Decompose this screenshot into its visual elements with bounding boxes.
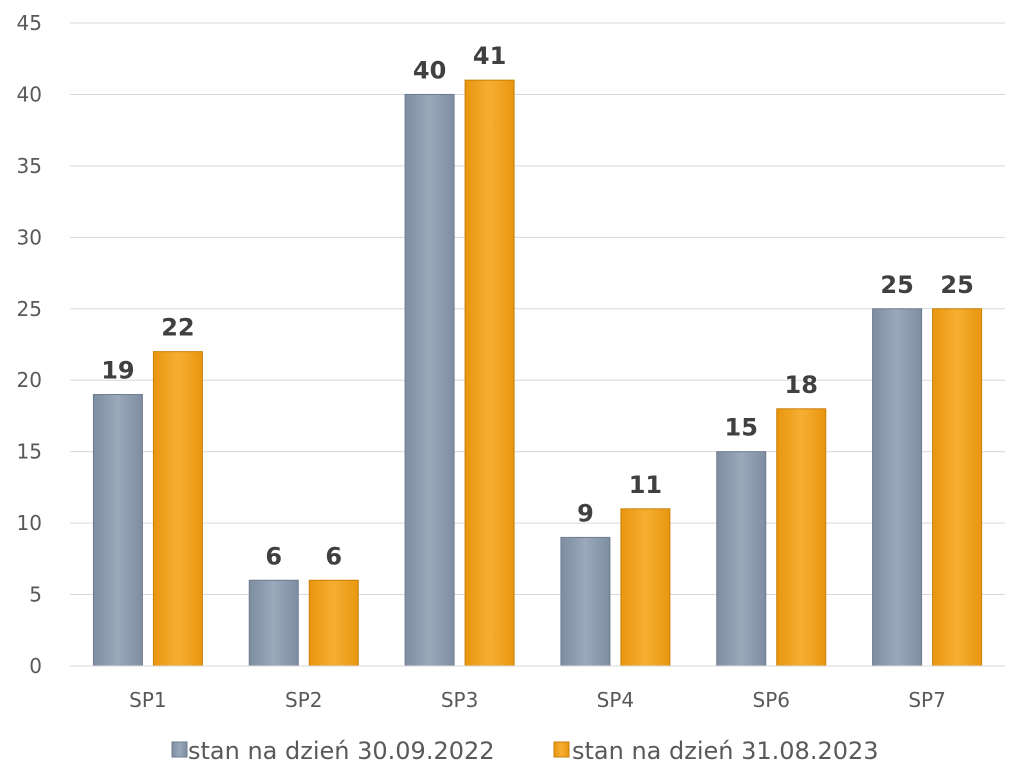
y-axis-tick-labels: 0 5 10 15 20 25 30 35 40 45 [17, 11, 42, 678]
data-label: 40 [413, 56, 446, 84]
data-labels: 19 22 6 6 40 41 9 11 15 18 25 25 [101, 42, 974, 570]
legend-label-series-1: stan na dzień 30.09.2022 [188, 737, 495, 765]
bar-sp1-series-1 [92, 394, 143, 667]
bar-sp3-series-1 [404, 93, 455, 667]
bar-sp2-series-1 [248, 579, 299, 667]
bar-sp6-series-2 [776, 408, 827, 667]
bar-sp2-series-2 [308, 579, 359, 667]
y-tick-label: 0 [29, 654, 42, 678]
x-category-label: SP7 [908, 688, 945, 712]
y-tick-label: 15 [17, 440, 42, 464]
x-category-label: SP3 [441, 688, 478, 712]
y-tick-label: 45 [17, 11, 42, 35]
data-label: 25 [880, 271, 913, 299]
x-category-label: SP2 [285, 688, 322, 712]
gridlines [70, 22, 1005, 596]
bar-sp1-series-2 [152, 351, 203, 667]
x-category-label: SP4 [597, 688, 634, 712]
legend-label-series-2: stan na dzień 31.08.2023 [572, 737, 879, 765]
bar-sp7-series-2 [932, 308, 983, 667]
y-tick-label: 10 [17, 511, 42, 535]
data-label: 18 [785, 371, 818, 399]
legend-swatch-series-2 [553, 741, 570, 758]
bars [92, 79, 983, 667]
data-label: 19 [101, 357, 134, 385]
data-label: 11 [629, 471, 662, 499]
data-label: 6 [325, 542, 342, 570]
data-label: 22 [161, 314, 194, 342]
data-label: 6 [265, 542, 282, 570]
legend-swatch-series-1 [171, 741, 188, 758]
y-tick-label: 25 [17, 297, 42, 321]
bar-sp6-series-1 [716, 451, 767, 667]
x-category-label: SP1 [129, 688, 166, 712]
bar-sp4-series-1 [560, 536, 611, 667]
y-tick-label: 5 [29, 583, 42, 607]
bar-sp3-series-2 [464, 79, 515, 667]
y-tick-label: 35 [17, 154, 42, 178]
y-tick-label: 40 [17, 82, 42, 106]
data-label: 25 [940, 271, 973, 299]
bar-sp4-series-2 [620, 508, 671, 667]
y-tick-label: 30 [17, 225, 42, 249]
y-tick-label: 20 [17, 368, 42, 392]
data-label: 15 [725, 414, 758, 442]
legend: stan na dzień 30.09.2022 stan na dzień 3… [171, 737, 879, 765]
x-axis-category-labels: SP1 SP2 SP3 SP4 SP6 SP7 [129, 688, 946, 712]
data-label: 9 [577, 499, 594, 527]
bar-sp7-series-1 [872, 308, 923, 667]
x-category-label: SP6 [753, 688, 790, 712]
data-label: 41 [473, 42, 506, 70]
